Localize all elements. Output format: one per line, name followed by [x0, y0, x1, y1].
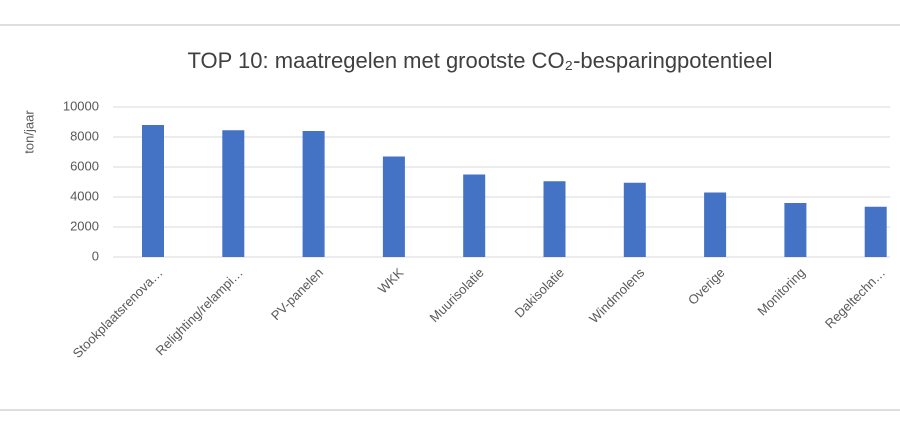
x-tick-label: Relighting/relampi… — [152, 265, 245, 358]
bar — [784, 203, 807, 257]
chart-title: TOP 10: maatregelen met grootste CO₂-bes… — [188, 48, 773, 73]
x-tick-label: Regeltechn… — [822, 265, 888, 331]
x-tick-label: Stookplaatsrenova… — [70, 265, 166, 361]
y-axis-label: ton/jaar — [21, 110, 36, 154]
bar — [704, 192, 727, 257]
x-tick-label: PV-panelen — [268, 265, 326, 323]
bar — [543, 181, 566, 257]
y-tick-label: 2000 — [70, 218, 99, 233]
x-tick-label: WKK — [375, 265, 407, 297]
bar — [382, 156, 405, 257]
bar — [864, 206, 887, 257]
x-tick-label: Dakisolatie — [511, 265, 567, 321]
bar — [142, 125, 164, 257]
y-tick-label: 0 — [92, 248, 99, 263]
y-tick-label: 10000 — [63, 98, 99, 113]
y-tick-label: 4000 — [70, 188, 99, 203]
x-tick-label: Muurisolatie — [427, 265, 487, 325]
bar — [463, 174, 486, 257]
x-tick-label: Monitoring — [754, 265, 808, 319]
bar — [623, 182, 646, 257]
x-tick-label: Overige — [685, 265, 728, 308]
bar — [302, 131, 325, 257]
y-tick-label: 6000 — [70, 158, 99, 173]
bar — [222, 130, 245, 257]
x-tick-label: Windmolens — [586, 265, 648, 327]
y-tick-label: 8000 — [70, 128, 99, 143]
